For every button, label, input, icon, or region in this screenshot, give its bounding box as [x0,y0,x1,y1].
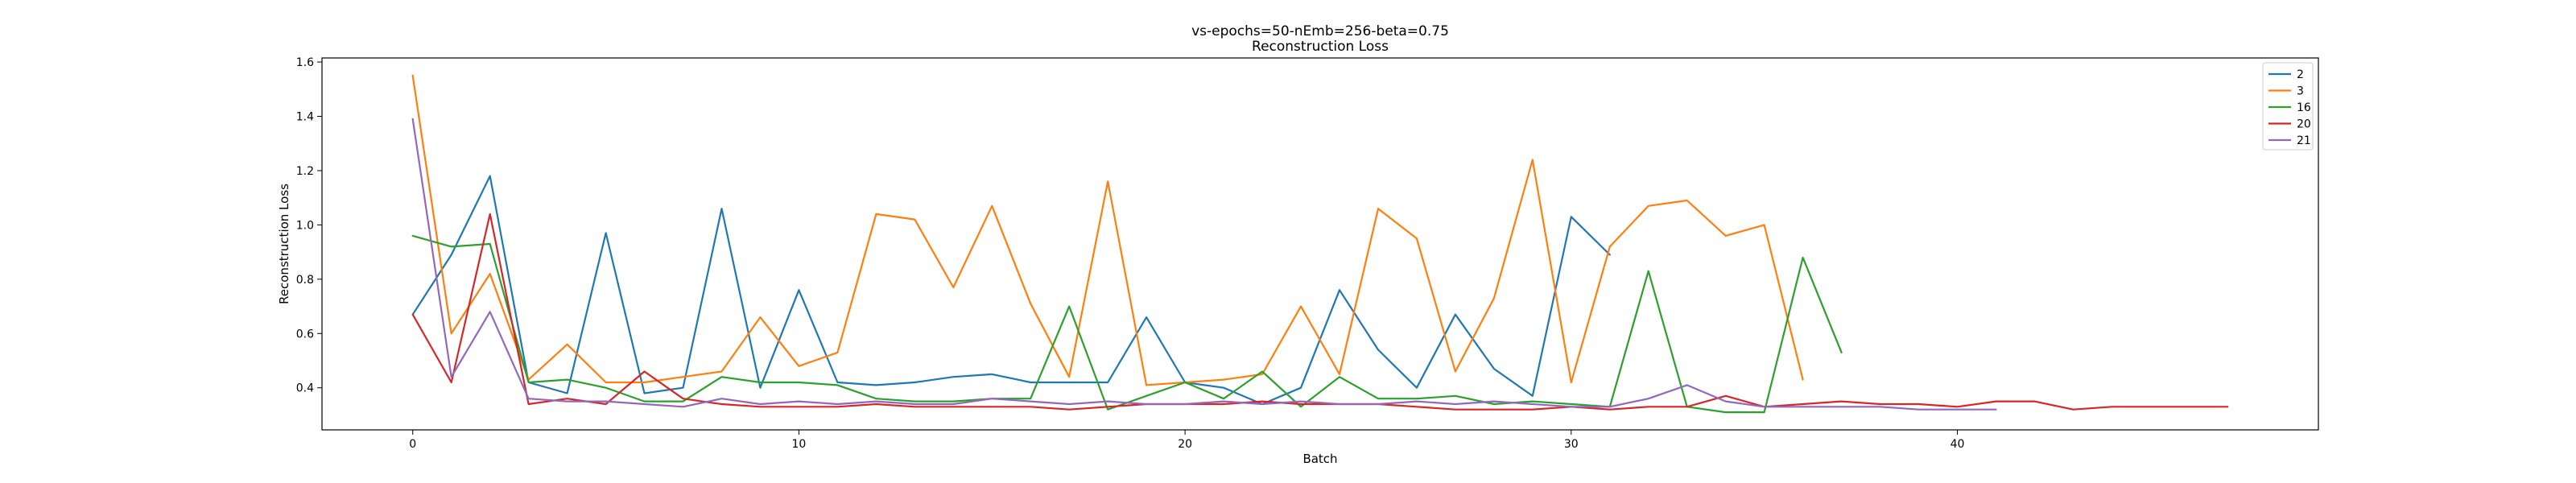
x-axis-ticks: 0 10 20 30 40 [409,430,1964,451]
legend-label-2: 2 [2297,68,2304,81]
chart-subtitle: Reconstruction Loss [1252,39,1389,55]
series-line-21 [411,118,1997,411]
plot-frame [321,57,2319,431]
chart-title: vs-epochs=50-nEmb=256-beta=0.75 [1191,23,1449,39]
x-tick-label: 0 [409,438,416,451]
x-axis-label: Batch [1302,452,1337,466]
y-tick-label: 0.6 [296,328,314,341]
y-tick-label: 1.0 [296,219,314,232]
y-axis-label: Reconstruction Loss [277,184,291,304]
y-tick-label: 0.8 [296,274,314,287]
x-tick-label: 10 [792,438,807,451]
y-tick-label: 1.2 [296,165,314,178]
series-lines [411,74,2229,414]
y-tick-label: 1.6 [296,56,314,69]
legend-label-16: 16 [2297,101,2311,114]
series-line-20 [411,213,2229,411]
x-tick-label: 40 [1951,438,1965,451]
series-line-2 [411,175,1611,406]
plot-area: 0 10 20 30 40 0.4 0.6 0.8 1.0 1.2 1.4 1.6 [296,56,2319,451]
legend-label-20: 20 [2297,118,2311,131]
legend: 2 3 16 20 21 [2262,62,2314,151]
y-axis-ticks: 0.4 0.6 0.8 1.0 1.2 1.4 1.6 [296,56,322,395]
y-tick-label: 1.4 [296,111,314,124]
x-tick-label: 30 [1564,438,1579,451]
legend-label-21: 21 [2297,134,2311,147]
y-tick-label: 0.4 [296,382,314,395]
legend-label-3: 3 [2297,85,2304,98]
series-line-3 [411,74,1804,386]
x-tick-label: 20 [1178,438,1192,451]
